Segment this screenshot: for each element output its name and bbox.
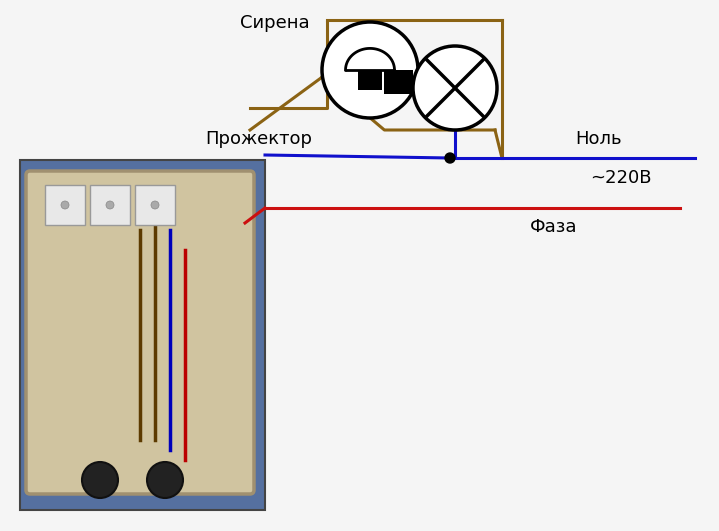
Circle shape — [106, 201, 114, 209]
Bar — [135, 185, 175, 225]
Text: ~220В: ~220В — [590, 169, 651, 187]
Bar — [20, 160, 265, 510]
Circle shape — [151, 201, 159, 209]
Bar — [90, 185, 130, 225]
Bar — [385, 70, 413, 94]
Text: Сирена: Сирена — [240, 14, 310, 32]
Text: Фаза: Фаза — [530, 218, 577, 236]
Polygon shape — [346, 48, 395, 70]
Circle shape — [445, 153, 455, 163]
Circle shape — [147, 462, 183, 498]
Circle shape — [82, 462, 118, 498]
Bar — [45, 185, 85, 225]
Bar — [358, 70, 382, 90]
Text: Прожектор: Прожектор — [205, 130, 312, 148]
Circle shape — [322, 22, 418, 118]
Text: Ноль: Ноль — [575, 130, 622, 148]
Circle shape — [413, 46, 497, 130]
Circle shape — [61, 201, 69, 209]
FancyBboxPatch shape — [26, 171, 254, 494]
